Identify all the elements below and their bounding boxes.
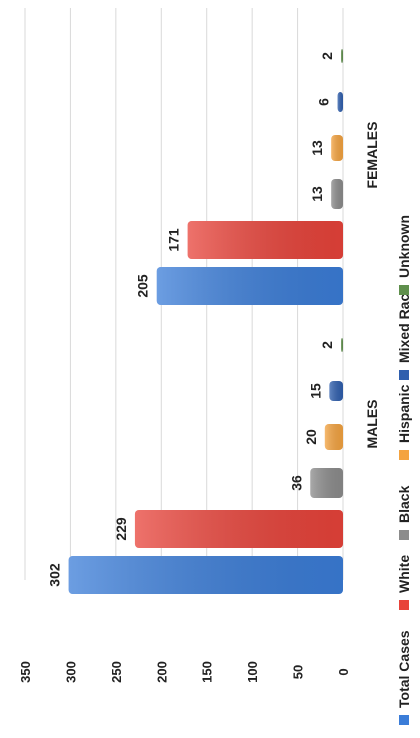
legend-swatch-white <box>399 600 409 610</box>
legend-swatch-black <box>399 530 409 540</box>
bar-shade-females-black <box>331 179 343 209</box>
bar-shade-females-total-cases <box>156 267 343 305</box>
data-label-females-total-cases: 205 <box>135 274 151 298</box>
legend-label-hispanic: Hispanic <box>396 384 412 443</box>
bar-shade-males-white <box>134 510 343 548</box>
bar-shade-females-hispanic <box>331 135 343 161</box>
bar-shade-males-mixed-race <box>329 381 343 401</box>
data-label-males-mixed-race: 15 <box>307 383 323 399</box>
legend-label-mixed-race: Mixed Race <box>396 286 412 363</box>
value-axis-ticks: 0 50 100 150 200 250 300 350 <box>18 661 351 683</box>
legend-swatch-hispanic <box>399 450 409 460</box>
bar-shade-males-black <box>310 468 343 498</box>
data-label-females-mixed-race: 6 <box>316 98 332 106</box>
category-label-females: FEMALES <box>364 122 380 189</box>
tick-label-250: 250 <box>109 661 124 683</box>
tick-label-350: 350 <box>18 661 33 683</box>
data-labels: 302 229 36 20 15 2 205 171 13 13 6 2 <box>47 52 336 587</box>
bar-shade-females-white <box>187 221 343 259</box>
category-label-males: MALES <box>364 400 380 449</box>
data-label-females-unknown: 2 <box>319 52 335 60</box>
legend-swatch-total-cases <box>399 715 409 725</box>
data-label-females-black: 13 <box>309 186 325 202</box>
tick-label-0: 0 <box>336 668 351 675</box>
legend-label-total-cases: Total Cases <box>396 630 412 708</box>
bar-shade-males-total-cases <box>68 556 344 594</box>
legend: Total Cases White Black Hispanic Mixed Race U… <box>396 215 412 725</box>
bars <box>68 49 344 594</box>
data-label-males-unknown: 2 <box>319 341 335 349</box>
legend-label-white: White <box>396 555 412 593</box>
bar-shade-females-mixed-race <box>337 92 343 112</box>
bar-shade-females-unknown <box>341 49 343 63</box>
data-label-males-total-cases: 302 <box>47 563 63 587</box>
legend-swatch-unknown <box>399 285 409 295</box>
tick-label-200: 200 <box>154 661 169 683</box>
bar-shade-males-hispanic <box>324 424 343 450</box>
data-label-males-white: 229 <box>113 517 129 541</box>
bar-shade-males-unknown <box>341 338 343 352</box>
data-label-females-hispanic: 13 <box>309 140 325 156</box>
legend-label-unknown: Unknown <box>396 215 412 278</box>
legend-label-black: Black <box>396 485 412 523</box>
category-labels: MALES FEMALES <box>364 122 380 449</box>
data-label-females-white: 171 <box>166 228 182 252</box>
tick-label-150: 150 <box>200 661 215 683</box>
tick-label-100: 100 <box>245 661 260 683</box>
data-label-males-hispanic: 20 <box>303 429 319 445</box>
legend-swatch-mixed-race <box>399 370 409 380</box>
tick-label-300: 300 <box>63 661 78 683</box>
tick-label-50: 50 <box>291 665 306 679</box>
data-label-males-black: 36 <box>288 475 304 491</box>
